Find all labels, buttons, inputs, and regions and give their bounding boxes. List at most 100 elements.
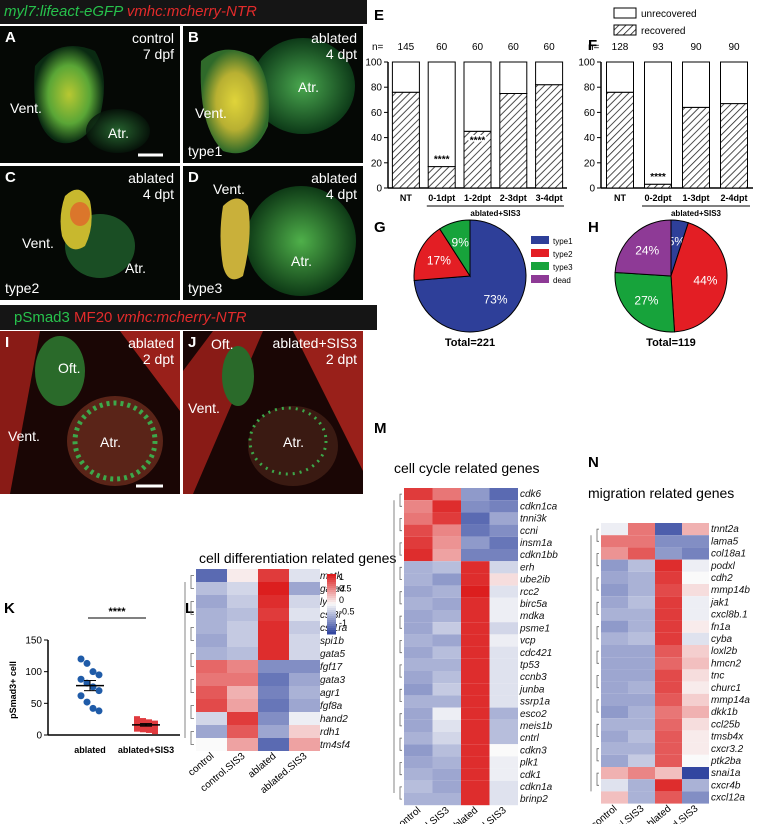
N-heat-cell: [682, 657, 709, 670]
M-gene-label: tnni3k: [520, 514, 548, 525]
M-heat-cell: [461, 646, 490, 659]
G-pie-label-type2: 17%: [427, 254, 451, 268]
N-gene-label: cxcr3.2: [711, 744, 744, 755]
M-heat-cell: [489, 500, 518, 513]
E-n-value: 145: [398, 42, 415, 53]
M-dendrogram-branch: [399, 762, 402, 776]
M-heat-cell: [404, 732, 433, 745]
N-heat-cell: [655, 779, 682, 792]
N-heat-cell: [682, 559, 709, 572]
F-y-tick-label: 60: [584, 108, 596, 119]
L-heat-cell: [289, 621, 320, 634]
M-dendrogram-branch: [399, 664, 402, 678]
L-color-scale-step: [327, 606, 336, 609]
K-point-ablated: [89, 668, 97, 676]
N-heat-cell: [601, 608, 628, 621]
N-gene-label: lama5: [711, 536, 739, 547]
N-heat-cell: [655, 559, 682, 572]
M-heat-cell: [404, 634, 433, 647]
E-n-label: n=: [372, 42, 384, 53]
header-staining: pSmad3 MF20 vmhc:mcherry-NTR: [0, 305, 377, 330]
M-gene-label: vcp: [520, 636, 536, 647]
E-n-value: 60: [508, 42, 520, 53]
M-heat-cell: [489, 597, 518, 610]
L-heat-cell: [196, 673, 227, 686]
F-x-tick-label: NT: [614, 193, 626, 203]
M-dendrogram-branch: [399, 640, 402, 654]
L-color-scale-step: [327, 578, 336, 581]
F-y-tick-label: 0: [589, 184, 595, 195]
N-heat-cell: [655, 681, 682, 694]
M-gene-label: plk1: [519, 758, 538, 769]
E-panel-letter: E: [374, 7, 384, 24]
L-gene-label: tm4sf4: [320, 740, 350, 751]
M-heat-cell: [404, 793, 433, 806]
panel-D-time: 4 dpt: [325, 186, 357, 202]
header-line-green: myl7:lifeact-eGFP: [4, 3, 123, 20]
panel-J-condition: ablated+SIS3: [272, 335, 357, 351]
N-column-label: control: [589, 803, 619, 824]
L-dendrogram-branch: [190, 679, 194, 693]
E-bar-recovered-1: [427, 166, 456, 189]
M-heat-cell: [461, 610, 490, 623]
M-heat-cell: [489, 524, 518, 537]
M-heat-cell: [489, 683, 518, 696]
M-heat-cell: [432, 695, 461, 708]
M-heat-cell: [432, 780, 461, 793]
N-heat-cell: [628, 523, 655, 536]
K-x-tick-label: ablated+SIS3: [118, 745, 174, 755]
N-gene-label: hmcn2: [711, 658, 741, 669]
N-dendrogram-branch: [596, 601, 599, 615]
N-heat-cell: [682, 730, 709, 743]
M-heat-cell: [404, 561, 433, 574]
N-heat-cell: [601, 791, 628, 804]
E-bar-unrecovered-4: [535, 61, 564, 86]
L-color-scale-step: [327, 574, 336, 577]
N-heat-cell: [601, 535, 628, 548]
E-significance: ****: [434, 155, 450, 166]
L-color-scale-step: [327, 584, 336, 587]
L-gene-label: agr1: [320, 688, 340, 699]
M-dendrogram-branch: [399, 737, 402, 751]
panel-I-letter: I: [5, 334, 10, 351]
N-gene-label: ccl25b: [711, 719, 740, 730]
K-point-ablated+SIS3: [152, 724, 158, 731]
M-heat-cell: [432, 573, 461, 586]
M-heat-cell: [489, 622, 518, 635]
M-heat-cell: [461, 732, 490, 745]
N-heat-cell: [682, 547, 709, 560]
E-y-tick-label: 100: [365, 58, 382, 69]
M-heat-cell: [489, 488, 518, 501]
M-heat-cell: [404, 744, 433, 757]
N-heat-cell: [628, 730, 655, 743]
N-heat-cell: [628, 742, 655, 755]
N-dendrogram-branch: [596, 553, 599, 567]
N-heat-cell: [655, 547, 682, 560]
F-group-label: ablated+SIS3: [671, 209, 722, 218]
N-gene-label: cxcr4b: [711, 780, 741, 791]
N-gene-label: tmsb4x: [711, 732, 744, 743]
panel-A-heart-illustration: [34, 46, 163, 157]
M-gene-label: brinp2: [520, 794, 548, 805]
N-heat-cell: [682, 742, 709, 755]
panel-I-time: 2 dpt: [142, 351, 174, 367]
N-heat-cell: [601, 523, 628, 536]
F-y-tick-label: 20: [584, 158, 596, 169]
N-heat-cell: [628, 754, 655, 767]
K-point-ablated: [95, 671, 103, 679]
E-y-tick-label: 0: [376, 184, 382, 195]
L-heat-cell: [196, 738, 227, 751]
panel-D-vent-label: Vent.: [213, 181, 245, 197]
M-heat-cell: [404, 573, 433, 586]
N-heat-cell: [655, 620, 682, 633]
E-n-value: 60: [472, 42, 484, 53]
L-heat-cell: [289, 634, 320, 647]
K-point-ablated: [89, 683, 97, 691]
G-legend-label-dead: dead: [553, 276, 571, 285]
N-heat-cell: [601, 584, 628, 597]
N-gene-label: fn1a: [711, 622, 731, 633]
L-heat-cell: [227, 699, 258, 712]
N-heat-cell: [628, 669, 655, 682]
E-y-tick-label: 20: [371, 158, 383, 169]
